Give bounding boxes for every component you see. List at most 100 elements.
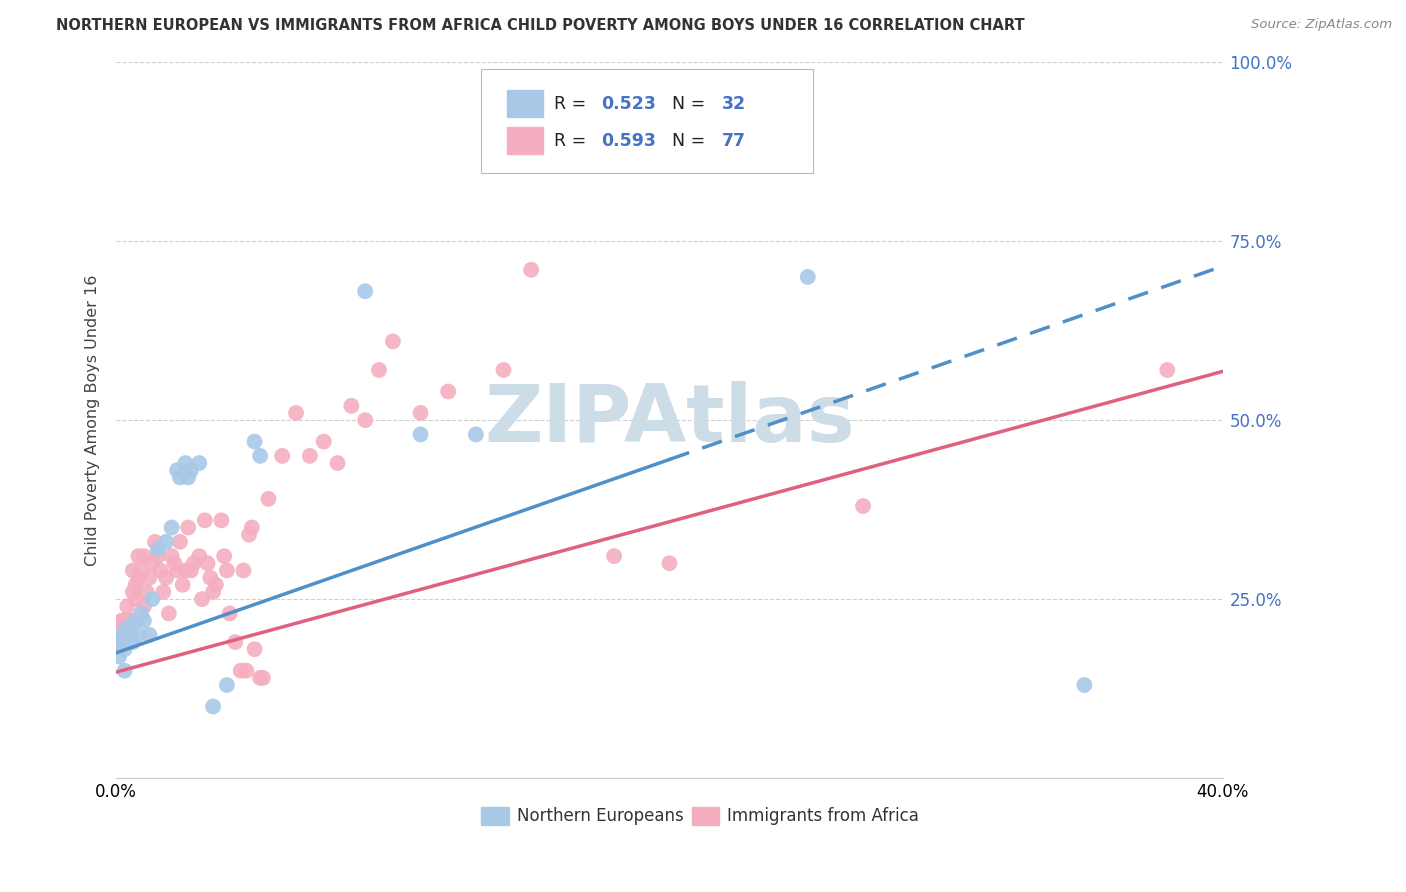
Bar [692, 806, 720, 824]
Point [312, 434, 335, 449]
Point [132, 599, 155, 614]
Point [235, 664, 257, 678]
Point [122, 585, 145, 599]
Point [141, 556, 163, 570]
Bar [481, 806, 509, 824]
Point [240, 520, 263, 534]
Point [183, 556, 205, 570]
Point [138, 628, 160, 642]
Point [243, 434, 266, 449]
Point [108, 635, 131, 649]
Point [218, 607, 240, 621]
Text: 0.593: 0.593 [600, 132, 655, 150]
Point [249, 671, 271, 685]
Bar [506, 128, 543, 154]
Point [852, 499, 875, 513]
Text: 77: 77 [721, 132, 745, 150]
Point [114, 664, 136, 678]
Point [124, 578, 146, 592]
Point [114, 642, 136, 657]
Point [120, 628, 142, 642]
Point [229, 664, 252, 678]
Point [298, 449, 321, 463]
Point [188, 549, 211, 563]
Point [157, 607, 180, 621]
Point [132, 614, 155, 628]
Text: 32: 32 [721, 95, 745, 112]
Point [177, 470, 200, 484]
Point [166, 463, 188, 477]
Point [197, 556, 219, 570]
Point [143, 534, 166, 549]
Point [658, 556, 681, 570]
Point [129, 607, 152, 621]
Point [354, 285, 377, 299]
Text: Immigrants from Africa: Immigrants from Africa [727, 807, 920, 825]
Text: R =: R = [554, 132, 592, 150]
Point [155, 534, 177, 549]
Point [122, 564, 145, 578]
Text: N =: N = [661, 95, 710, 112]
Point [127, 549, 149, 563]
Point [141, 592, 163, 607]
Point [409, 427, 432, 442]
Point [138, 571, 160, 585]
Point [243, 642, 266, 657]
Point [117, 599, 139, 614]
Point [120, 621, 142, 635]
Text: N =: N = [661, 132, 710, 150]
Text: R =: R = [554, 95, 592, 112]
Point [172, 578, 194, 592]
Point [129, 564, 152, 578]
Point [1073, 678, 1095, 692]
Point [163, 556, 186, 570]
Point [124, 614, 146, 628]
Point [111, 614, 134, 628]
Point [212, 549, 235, 563]
Point [180, 564, 202, 578]
Text: NORTHERN EUROPEAN VS IMMIGRANTS FROM AFRICA CHILD POVERTY AMONG BOYS UNDER 16 CO: NORTHERN EUROPEAN VS IMMIGRANTS FROM AFR… [56, 18, 1025, 33]
Point [188, 456, 211, 470]
Text: Northern Europeans: Northern Europeans [517, 807, 683, 825]
Text: ZIPAtlas: ZIPAtlas [484, 381, 855, 459]
FancyBboxPatch shape [481, 70, 813, 173]
Point [492, 363, 515, 377]
Point [177, 520, 200, 534]
Point [381, 334, 404, 349]
Point [257, 491, 280, 506]
Point [202, 585, 225, 599]
Point [132, 549, 155, 563]
Point [603, 549, 626, 563]
Point [238, 527, 260, 541]
Point [135, 585, 157, 599]
Point [340, 399, 363, 413]
Point [114, 621, 136, 635]
Y-axis label: Child Poverty Among Boys Under 16: Child Poverty Among Boys Under 16 [86, 275, 100, 566]
Point [205, 578, 228, 592]
Point [160, 549, 183, 563]
Text: Source: ZipAtlas.com: Source: ZipAtlas.com [1251, 18, 1392, 31]
Point [464, 427, 486, 442]
Point [209, 513, 232, 527]
Point [152, 585, 174, 599]
Point [174, 456, 197, 470]
Point [194, 513, 217, 527]
Point [169, 534, 191, 549]
Point [146, 549, 169, 563]
Point [117, 614, 139, 628]
Point [117, 621, 139, 635]
Point [149, 564, 172, 578]
Point [202, 699, 225, 714]
Point [249, 449, 271, 463]
Point [108, 649, 131, 664]
Point [155, 571, 177, 585]
Point [232, 564, 254, 578]
Point [252, 671, 274, 685]
Point [114, 614, 136, 628]
Point [326, 456, 349, 470]
Point [409, 406, 432, 420]
Point [169, 470, 191, 484]
Point [354, 413, 377, 427]
Point [797, 269, 820, 284]
Point [111, 628, 134, 642]
